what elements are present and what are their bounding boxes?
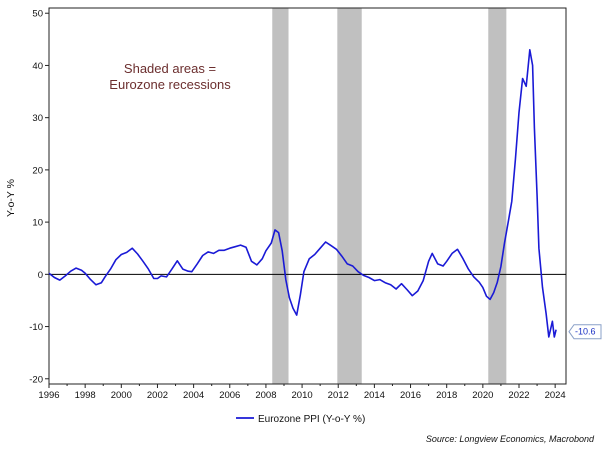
- y-axis-ticks: -20 -10 0 10 20 30 40 50: [29, 9, 49, 385]
- recession-band-1: [272, 8, 289, 384]
- x-tick-label: 2006: [219, 390, 240, 401]
- x-tick-label: 2000: [111, 390, 132, 401]
- x-tick-label: 2016: [400, 390, 421, 401]
- x-tick-label: 2018: [436, 390, 457, 401]
- x-tick-label: 2004: [183, 390, 204, 401]
- x-tick-label: 1998: [75, 390, 96, 401]
- series-line-eurozone-ppi: [48, 49, 557, 338]
- x-tick-label: 2010: [292, 390, 313, 401]
- y-tick-label: 40: [32, 61, 43, 72]
- y-tick-label: 20: [32, 165, 43, 176]
- y-tick-label: -20: [29, 374, 43, 385]
- last-value-label: -10.6: [568, 324, 602, 340]
- source-note: Source: Longview Economics, Macrobond: [426, 434, 595, 444]
- last-value-text: -10.6: [575, 327, 596, 337]
- plot-frame: [48, 7, 567, 385]
- x-tick-label: 2024: [545, 390, 566, 401]
- x-tick-label: 2002: [147, 390, 168, 401]
- recession-shading-layer: [272, 8, 507, 384]
- legend-label: Eurozone PPI (Y-o-Y %): [258, 414, 365, 425]
- x-tick-label: 2012: [328, 390, 349, 401]
- recession-band-3: [488, 8, 507, 384]
- x-tick-label: 2020: [472, 390, 493, 401]
- y-tick-label: 10: [32, 218, 43, 229]
- y-tick-label: 50: [32, 9, 43, 20]
- y-tick-label: 30: [32, 113, 43, 124]
- last-value-box: [568, 324, 602, 340]
- x-tick-label: 2022: [508, 390, 529, 401]
- x-axis-ticks: 1996 1998 2000 2002 2004 2006 2008 2010 2012 2014…: [38, 384, 566, 401]
- y-tick-label: 0: [38, 270, 43, 281]
- y-axis-title: Y-o-Y %: [5, 179, 17, 217]
- x-tick-label: 2008: [255, 390, 276, 401]
- annotation-line-2: Eurozone recessions: [109, 77, 231, 92]
- recession-band-2: [337, 8, 362, 384]
- x-tick-label: 2014: [364, 390, 385, 401]
- annotation-line-1: Shaded areas =: [124, 61, 216, 76]
- y-tick-label: -10: [29, 322, 43, 333]
- x-tick-label: 1996: [38, 390, 59, 401]
